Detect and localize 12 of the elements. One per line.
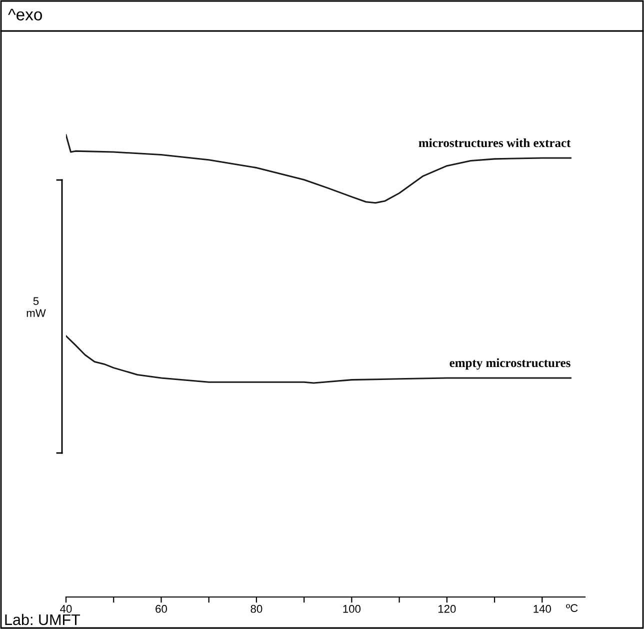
x-tick-label: 40: [60, 604, 72, 613]
x-tick-label: 120: [438, 604, 456, 613]
chart-title: ^exo: [8, 8, 42, 20]
x-tick-label: 100: [343, 604, 361, 613]
x-tick-label: 60: [156, 604, 167, 613]
text: 5 mW: [26, 297, 46, 317]
x-axis-title: ºC: [566, 604, 578, 612]
x-tick-label: 80: [250, 604, 262, 613]
text: Lab: UMFT: [5, 614, 80, 626]
series-label: empty microstructures: [450, 358, 570, 370]
x-tick-label: 140: [534, 604, 551, 613]
series-label: microstructures with extract: [418, 138, 571, 148]
